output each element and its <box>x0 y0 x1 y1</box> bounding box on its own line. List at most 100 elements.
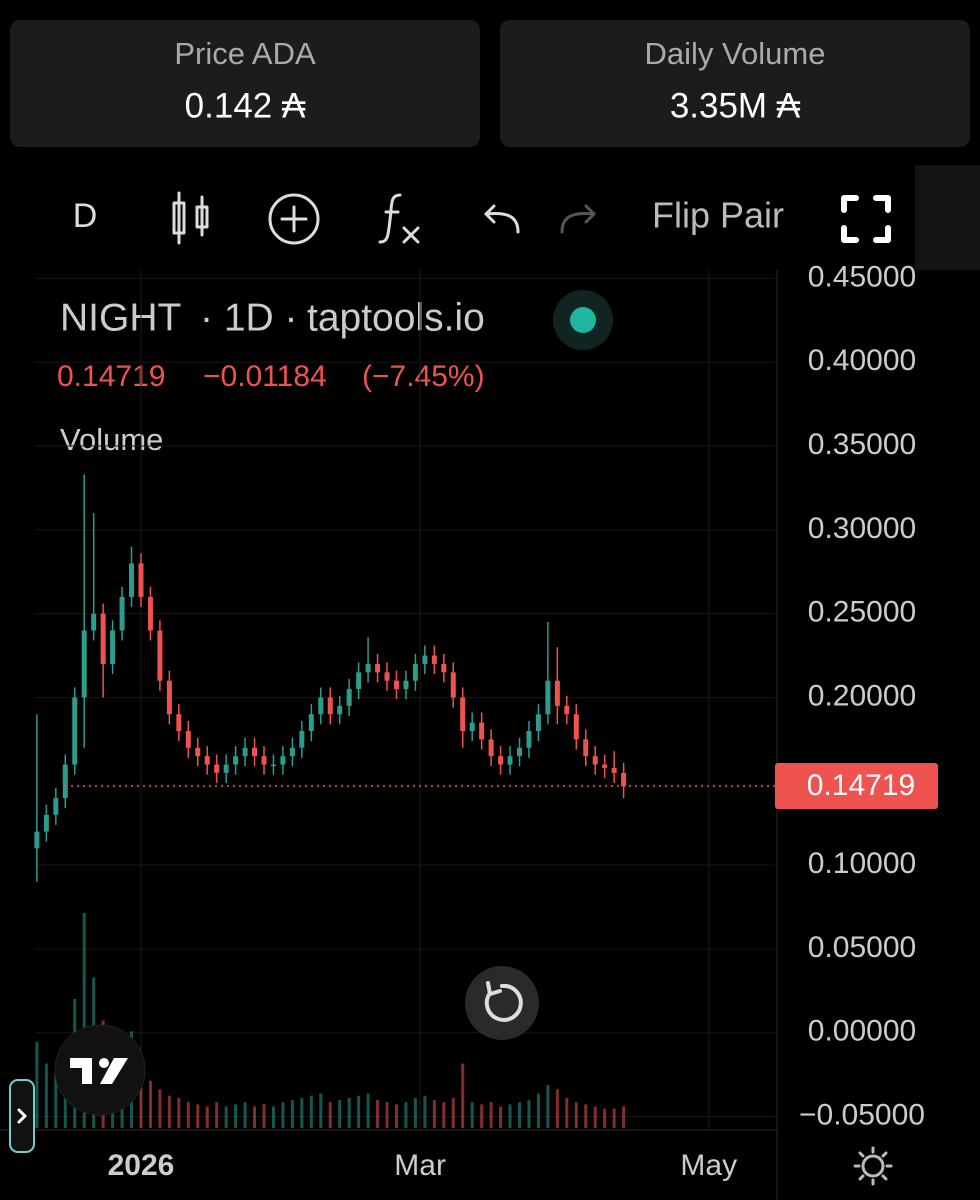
interval-button[interactable]: D <box>73 197 98 235</box>
candle-body <box>564 705 570 715</box>
candle-body <box>422 655 428 664</box>
candle-body <box>583 739 589 757</box>
card-label: Daily Volume <box>645 36 826 71</box>
card-label: Price ADA <box>174 36 316 71</box>
logo[interactable] <box>54 1024 146 1116</box>
price-tag <box>775 763 938 810</box>
candle-body <box>621 772 627 787</box>
fx-icon[interactable] <box>378 193 420 244</box>
candle-body <box>62 764 68 799</box>
volume-bar <box>300 1097 304 1128</box>
candle-body <box>602 764 608 768</box>
volume-bar <box>593 1106 597 1128</box>
change: −0.01184 <box>203 360 327 393</box>
candle-body <box>460 697 466 732</box>
volume-bar <box>394 1104 398 1128</box>
volume-bar <box>366 1093 370 1128</box>
candle-body <box>375 663 381 673</box>
candle-body <box>110 630 116 664</box>
candle-body <box>81 630 87 698</box>
volume-bar <box>234 1104 238 1128</box>
volume-bar <box>442 1102 446 1128</box>
reset-button[interactable] <box>465 966 539 1040</box>
redo-icon[interactable] <box>560 204 596 234</box>
y-tick-label: 0.40000 <box>808 344 916 377</box>
candle-body <box>384 672 390 681</box>
candle-body <box>450 672 456 698</box>
logo-mark <box>70 1058 128 1084</box>
candle-body <box>535 714 541 732</box>
volume-bar <box>338 1100 342 1128</box>
volume-bar <box>480 1104 484 1128</box>
candle-body <box>270 764 276 767</box>
last-price: 0.14719 <box>57 360 165 393</box>
candle-body <box>318 697 324 715</box>
side-handle[interactable] <box>9 1079 35 1153</box>
candle-body <box>147 596 153 631</box>
volume-bar <box>158 1089 162 1128</box>
volume-bar <box>347 1097 351 1128</box>
fullscreen-icon[interactable] <box>841 195 891 243</box>
candle-body <box>488 739 494 757</box>
volume-bar <box>432 1100 436 1128</box>
volume-bar <box>167 1095 171 1128</box>
y-tick-label: 0.00000 <box>808 1015 916 1048</box>
y-tick-label: 0.35000 <box>808 428 916 461</box>
volume-bar <box>54 1074 58 1128</box>
plot <box>34 270 775 1130</box>
volume-bar <box>404 1102 408 1128</box>
candle-body <box>185 731 191 748</box>
candle-body <box>242 747 248 757</box>
logo-mark <box>99 1058 109 1068</box>
candle-body <box>611 767 617 773</box>
flip-pair-button[interactable]: Flip Pair <box>652 195 784 236</box>
candle-body <box>91 613 97 631</box>
volume-bar <box>603 1108 607 1128</box>
y-tick-label: 0.20000 <box>808 679 916 712</box>
volume-bar <box>508 1104 512 1128</box>
candle-body <box>526 731 532 748</box>
candle-body <box>517 747 523 757</box>
settings-icon[interactable] <box>853 1146 893 1186</box>
candle-body <box>129 563 135 597</box>
x-tick-label: May <box>680 1149 737 1182</box>
candle-body <box>431 655 437 664</box>
volume-bar <box>186 1102 190 1128</box>
volume-bar <box>290 1100 294 1128</box>
candle-body <box>176 714 182 732</box>
candle-body <box>441 663 447 673</box>
undo-icon[interactable] <box>484 204 520 234</box>
candle-body <box>403 680 409 690</box>
candle-body <box>308 714 314 732</box>
volume-bar <box>319 1093 323 1128</box>
volume-bar <box>385 1102 389 1128</box>
candle-body <box>554 680 560 706</box>
candle-body <box>53 798 59 815</box>
candle-body <box>43 814 49 832</box>
candle-body <box>72 697 78 765</box>
volume-bar <box>622 1106 626 1128</box>
candle-body <box>479 722 485 740</box>
indicator-add-icon[interactable] <box>268 193 320 245</box>
candle-body <box>204 756 210 765</box>
volume-bar <box>612 1108 616 1128</box>
candle-body <box>233 756 239 765</box>
volume-bar <box>470 1102 474 1128</box>
volume-bar <box>584 1104 588 1128</box>
candle-body <box>195 747 201 757</box>
volume-bar <box>376 1100 380 1128</box>
candle-body <box>280 756 286 765</box>
volume-bar <box>451 1097 455 1128</box>
volume-bar <box>499 1106 503 1128</box>
status-dot <box>570 307 596 333</box>
volume-bar <box>196 1104 200 1128</box>
volume-bar <box>35 1042 39 1128</box>
candle-body <box>573 714 579 740</box>
chart-type-icon[interactable] <box>172 191 209 245</box>
candle-body <box>100 613 106 664</box>
change-pct: (−7.45%) <box>362 360 485 393</box>
reset-icon <box>484 981 523 1022</box>
volume-bar <box>82 913 86 1128</box>
volume-bar <box>148 1080 152 1128</box>
